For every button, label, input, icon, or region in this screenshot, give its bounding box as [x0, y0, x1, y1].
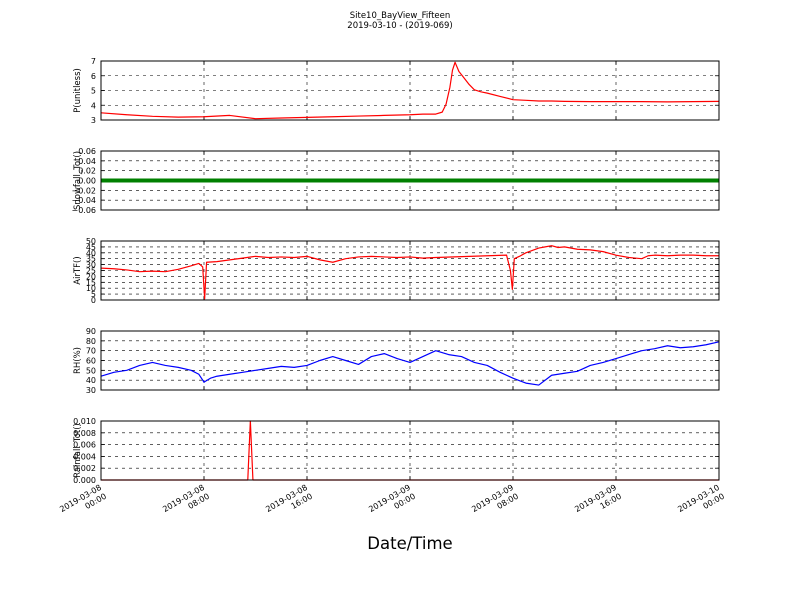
plot-frame [100, 60, 720, 121]
y-tick-label: 0.04 [78, 157, 96, 166]
y-tick-label: 60 [86, 357, 96, 366]
y-tick-label: 40 [86, 376, 96, 385]
plot-frame [100, 420, 720, 481]
y-tick-label: 3 [91, 116, 96, 125]
y-tick-label: 0.004 [73, 452, 96, 461]
y-axis-label: Rainfall_Tot() [73, 423, 83, 478]
y-tick-label: 50 [86, 366, 96, 375]
y-tick-label: −0.04 [71, 196, 96, 205]
x-tick-label: 2019-03-1000:00 [676, 483, 726, 523]
x-tick-label: 2019-03-0816:00 [264, 483, 314, 523]
y-tick-label: 4 [91, 101, 96, 110]
y-tick-label: 80 [86, 337, 96, 346]
y-tick-label: 0.00 [78, 177, 96, 186]
y-tick-label: 0.008 [73, 429, 96, 438]
y-tick-label: 0.006 [73, 441, 96, 450]
y-tick-label: −0.02 [71, 186, 96, 195]
x-axis-label: Date/Time [367, 534, 453, 553]
y-tick-label: 35 [86, 255, 96, 264]
chart-subtitle: 2019-03-10 - (2019-069) [347, 21, 453, 31]
y-tick-label: 15 [86, 278, 96, 287]
y-tick-label: 0 [91, 296, 96, 305]
y-tick-label: 0.010 [73, 417, 96, 426]
y-tick-label: 5 [91, 87, 96, 96]
plot-frame [100, 330, 720, 391]
y-axis-label: AirTF() [73, 256, 83, 284]
y-tick-label: 50 [86, 237, 96, 246]
chart-title: Site10_BayView_Fifteen [349, 11, 451, 21]
x-tick-label: 2019-03-0908:00 [470, 483, 520, 523]
y-tick-label: 0.000 [73, 476, 96, 485]
y-tick-label: 70 [86, 347, 96, 356]
y-tick-label: 90 [86, 327, 96, 336]
y-axis-label: Snowfall_Tot() [73, 151, 83, 210]
y-tick-label: 45 [86, 243, 96, 252]
y-tick-label: 7 [91, 57, 96, 66]
x-tick-label: 2019-03-0808:00 [161, 483, 211, 523]
y-axis-label: P(unitless) [73, 68, 83, 113]
y-tick-label: 10 [86, 284, 96, 293]
y-tick-label: 5 [91, 290, 96, 299]
series-line [100, 341, 720, 386]
y-tick-label: 40 [86, 249, 96, 258]
x-tick-label: 2019-03-0800:00 [58, 483, 108, 523]
y-tick-label: 30 [86, 261, 96, 270]
x-tick-label: 2019-03-0916:00 [573, 483, 623, 523]
y-tick-label: 0.06 [78, 147, 96, 156]
y-tick-label: −0.06 [71, 206, 96, 215]
y-tick-label: 30 [86, 386, 96, 395]
y-tick-label: 25 [86, 267, 96, 276]
series-line [100, 61, 720, 120]
plot-frame [100, 240, 720, 301]
y-tick-label: 20 [86, 272, 96, 281]
series-line [100, 245, 719, 300]
y-tick-label: 0.002 [73, 464, 96, 473]
y-axis-label: RH(%) [73, 347, 83, 374]
y-tick-label: 0.02 [78, 167, 96, 176]
y-tick-label: 6 [91, 72, 96, 81]
x-tick-label: 2019-03-0900:00 [367, 483, 417, 523]
plot-frame [100, 150, 720, 211]
